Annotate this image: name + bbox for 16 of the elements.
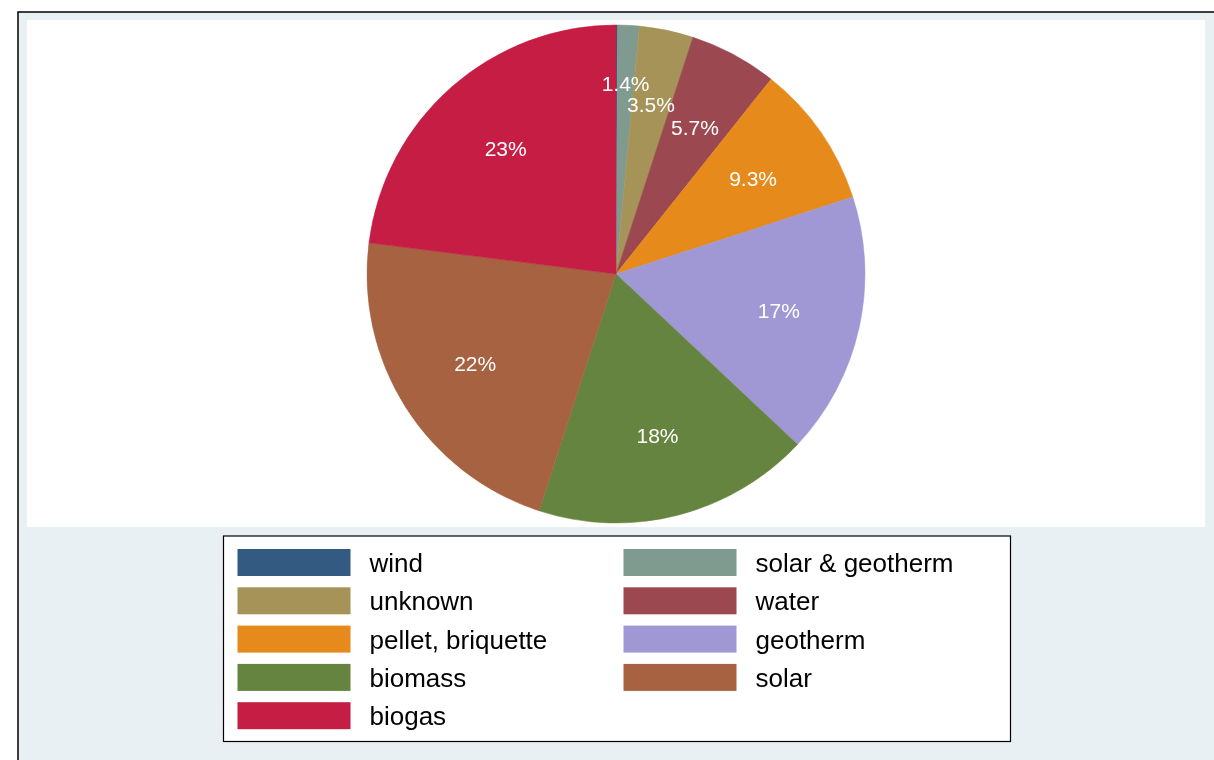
legend-label: wind: [368, 548, 423, 578]
legend-label: pellet, briquette: [369, 624, 548, 655]
legend-label: solar: [755, 662, 813, 693]
data-label: 3.5%: [627, 93, 675, 117]
data-label: 5.7%: [671, 115, 719, 139]
data-label: 9.3%: [729, 167, 778, 191]
data-label: 18%: [636, 424, 679, 448]
legend-label: biomass: [369, 662, 467, 693]
data-label: 17%: [757, 298, 800, 322]
data-label: 23%: [484, 137, 527, 161]
legend-label: water: [754, 586, 820, 617]
legend-label: unknown: [369, 586, 474, 617]
legend-label: solar & geotherm: [755, 548, 954, 578]
legend-label: biogas: [369, 701, 447, 732]
data-label: 22%: [454, 351, 497, 375]
legend-label: geotherm: [755, 624, 866, 655]
